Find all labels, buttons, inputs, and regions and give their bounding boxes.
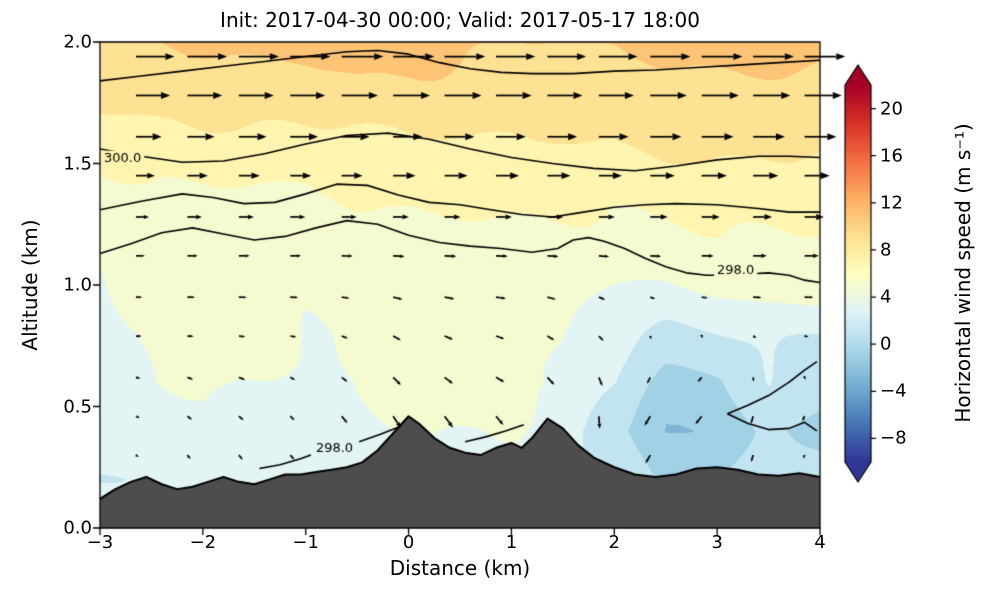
chart-title: Init: 2017-04-30 00:00; Valid: 2017-05-1… bbox=[220, 8, 700, 32]
x-tick-label: −1 bbox=[292, 532, 319, 553]
colorbar-tick-label: 0 bbox=[880, 333, 892, 355]
colorbar-tick-label: 4 bbox=[880, 286, 892, 308]
colorbar-tick-label: 12 bbox=[880, 192, 903, 214]
x-axis-label: Distance (km) bbox=[389, 556, 531, 580]
x-tick-label: 0 bbox=[402, 532, 415, 553]
y-tick-label: 0.5 bbox=[63, 396, 92, 417]
x-tick-label: 3 bbox=[711, 532, 723, 553]
y-tick-label: 2.0 bbox=[63, 31, 92, 53]
x-tick-label: 1 bbox=[505, 532, 518, 553]
x-tick-label: 4 bbox=[814, 532, 826, 553]
x-tick-label: −3 bbox=[86, 532, 114, 553]
colorbar-tick-label: −4 bbox=[880, 380, 907, 402]
y-tick-label: 1.5 bbox=[63, 153, 92, 174]
x-tick-label: 2 bbox=[608, 532, 621, 553]
colorbar-tick-label: 8 bbox=[880, 239, 892, 261]
y-tick-label: 1.0 bbox=[63, 274, 92, 296]
x-tick-label: −2 bbox=[189, 532, 217, 553]
colorbar-tick-label: 16 bbox=[880, 145, 903, 167]
colorbar-tick-label: −8 bbox=[880, 427, 907, 449]
colorbar-tick-label: 20 bbox=[880, 98, 903, 120]
y-tick-label: 0.0 bbox=[63, 517, 92, 539]
colorbar-label: Horizontal wind speed (m s⁻¹) bbox=[951, 123, 975, 423]
